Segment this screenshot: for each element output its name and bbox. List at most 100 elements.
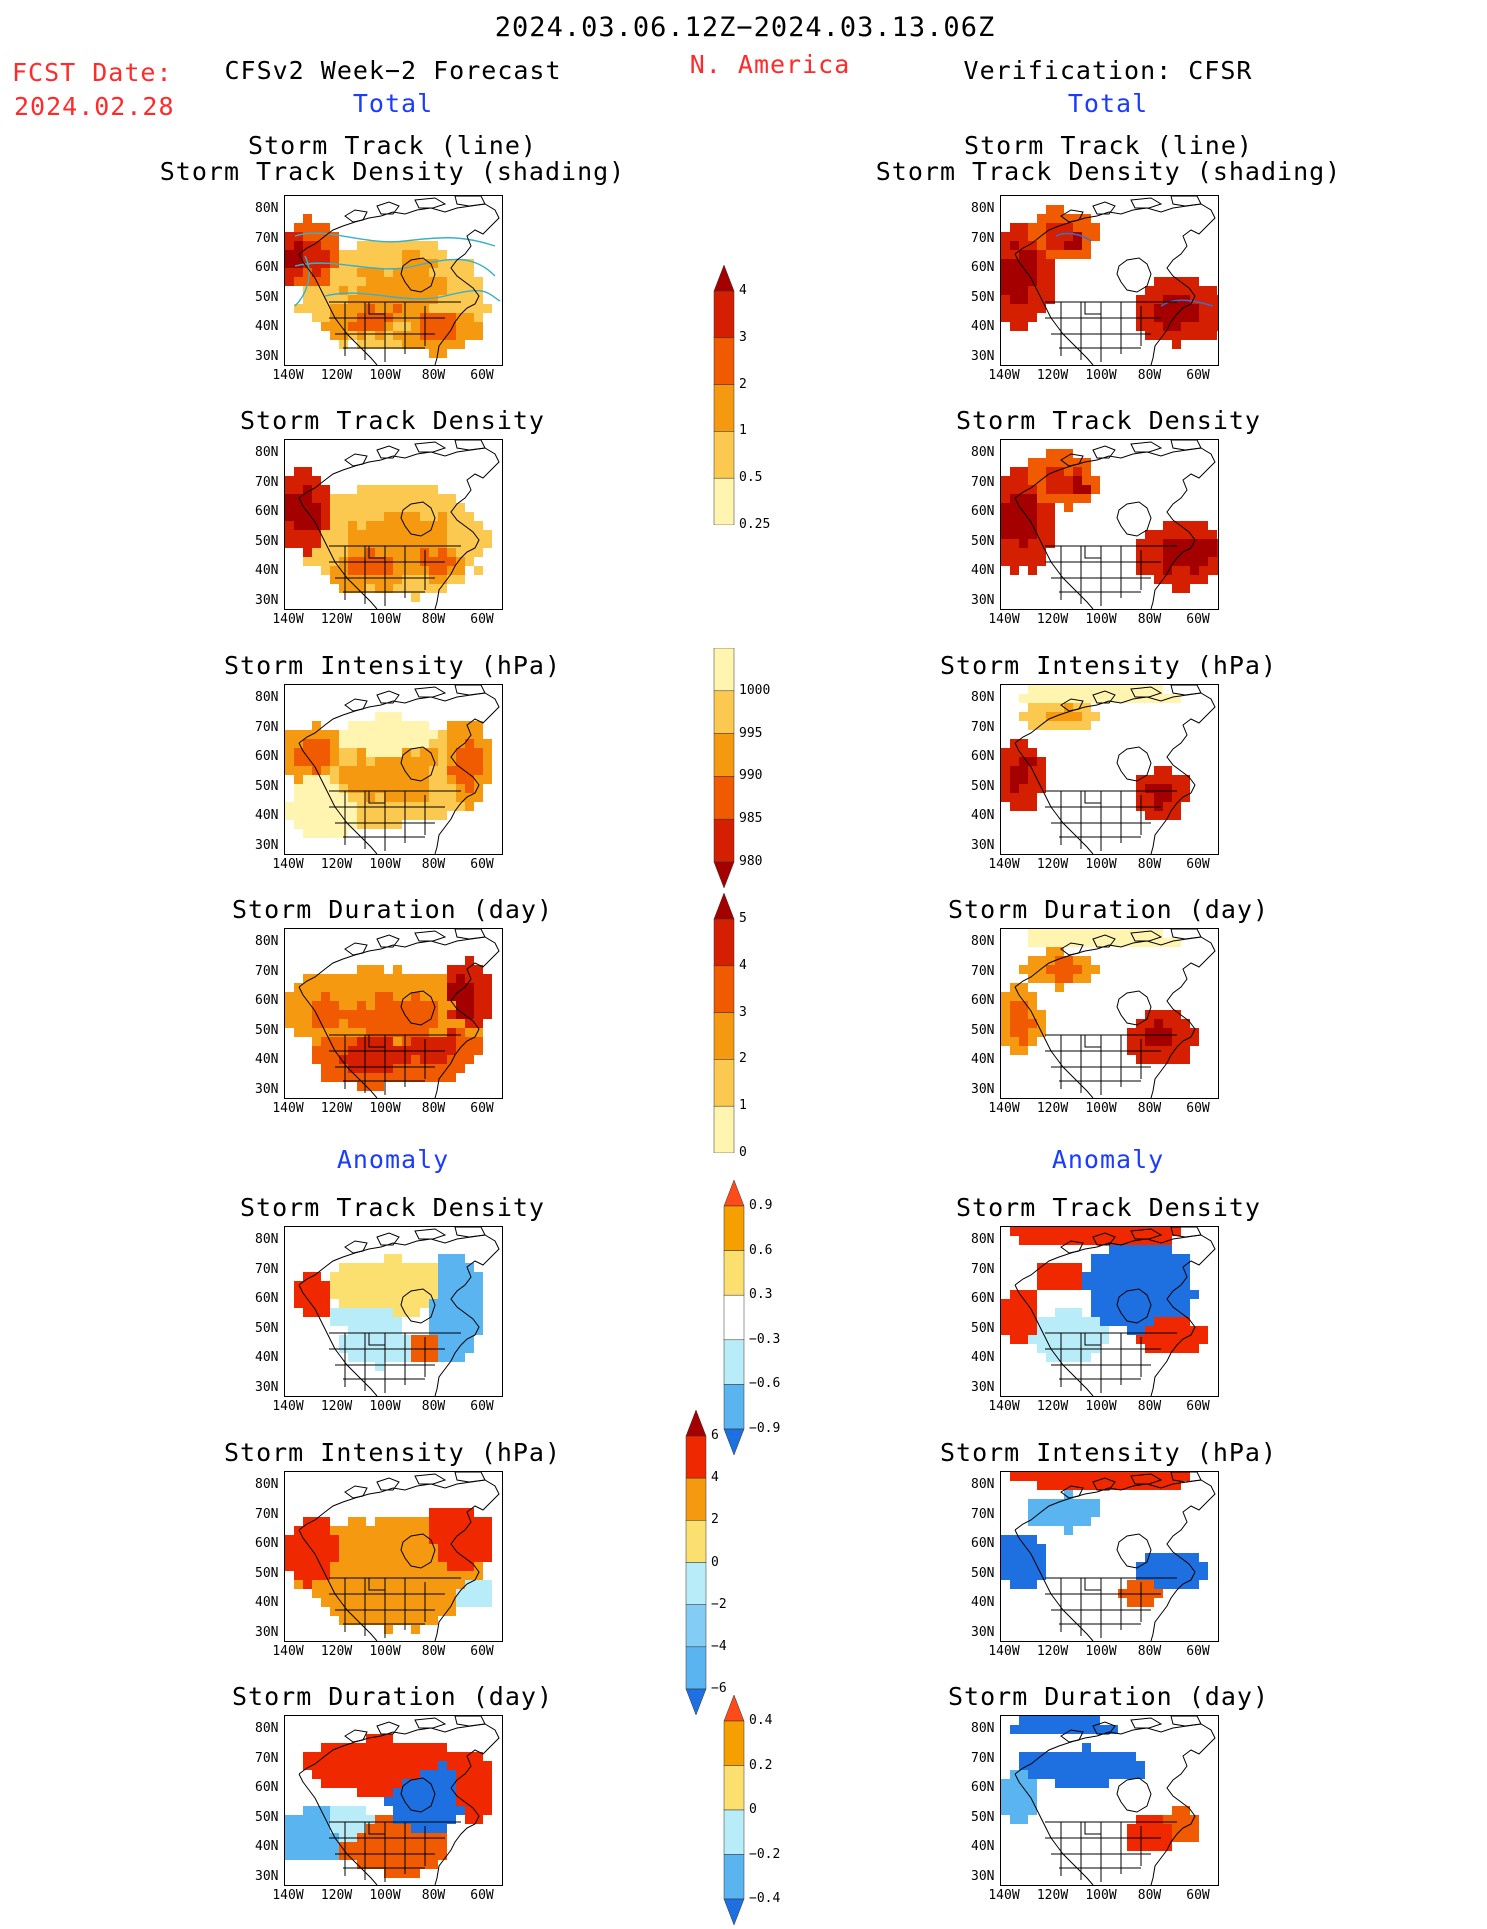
shading-cell [456,1806,465,1815]
shading-cell [1046,1508,1055,1517]
shading-cell [348,1055,357,1064]
shading-cell [1181,331,1190,340]
shading-cell [1109,1481,1118,1490]
shading-cell [465,331,474,340]
shading-cell [420,1761,429,1770]
shading-cell [402,721,411,730]
shading-cell [330,1001,339,1010]
shading-cell [357,1082,366,1091]
shading-cell [375,712,384,721]
shading-cell [348,1598,357,1607]
shading-cell [1154,766,1163,775]
shading-cell [357,748,366,757]
shading-cell [465,313,474,322]
shading-cell [447,1028,456,1037]
shading-cell [447,757,456,766]
shading-cell [357,1553,366,1562]
shading-cell [348,748,357,757]
shading-cell [447,1073,456,1082]
shading-cell [1055,947,1064,956]
lat-label: 80N [255,1721,279,1736]
shading-cell [1172,521,1181,530]
shading-cell [339,530,348,539]
shading-cell [339,766,348,775]
shading-cell [456,304,465,313]
shading-cell [429,748,438,757]
shading-cell [366,331,375,340]
map-a_duration-fcst [284,1715,503,1886]
lon-label: 60W [1186,368,1210,383]
shading-cell [393,1326,402,1335]
shading-cell [393,241,402,250]
map-intensity-verif [1000,684,1219,855]
shading-cell [429,539,438,548]
shading-cell [375,1082,384,1091]
shading-cell [465,557,474,566]
shading-cell [303,521,312,530]
shading-cell [330,793,339,802]
shading-cell [429,775,438,784]
shading-cell [1064,485,1073,494]
map-outline [400,1777,436,1813]
shading-cell [1037,286,1046,295]
shading-cell [1163,313,1172,322]
shading-cell [339,1779,348,1788]
shading-cell [366,1308,375,1317]
shading-cell [411,1607,420,1616]
shading-cell [393,712,402,721]
shading-cell [312,748,321,757]
shading-cell [1082,214,1091,223]
shading-cell [1154,575,1163,584]
shading-cell [321,557,330,566]
shading-cell [1019,259,1028,268]
shading-cell [1145,1272,1154,1281]
map-a_density-verif [1000,1226,1219,1397]
shading-cell [330,575,339,584]
shading-cell [1136,784,1145,793]
colorbar-swatch [713,892,735,920]
shading-cell [1055,494,1064,503]
shading-cell [1163,775,1172,784]
shading-cell [429,1544,438,1553]
shading-cell [1055,467,1064,476]
shading-cell [366,721,375,730]
shading-cell [402,1272,411,1281]
shading-cell [1019,1037,1028,1046]
shading-cell [456,1770,465,1779]
shading-cell [465,766,474,775]
shading-cell [411,548,420,557]
shading-cell [375,548,384,557]
shading-cell [1154,1299,1163,1308]
shading-cell [483,530,492,539]
shading-cell [411,1517,420,1526]
colorbar-label: 0 [739,1145,747,1160]
shading-cell [1037,1508,1046,1517]
shading-cell [1019,286,1028,295]
shading-cell [1064,1326,1073,1335]
shading-cell [1109,1245,1118,1254]
shading-cell [1163,766,1172,775]
shading-cell [366,1263,375,1272]
colorbar-label: 995 [739,725,763,741]
shading-cell [429,1580,438,1589]
shading-cell [1199,548,1208,557]
shading-cell [1082,1761,1091,1770]
shading-cell [303,241,312,250]
right-anomaly-label: Anomaly [1051,1145,1165,1174]
lat-label: 80N [255,201,279,216]
shading-cell [321,268,330,277]
shading-cell [1046,947,1055,956]
shading-cell [375,992,384,1001]
shading-cell [411,521,420,530]
shading-cell [420,974,429,983]
shading-cell [1010,322,1019,331]
shading-cell [1064,1716,1073,1725]
shading-cell [366,1743,375,1752]
shading-cell [447,1544,456,1553]
shading-cell [393,1335,402,1344]
map-shading-intensity-fcst [285,685,500,854]
shading-cell [357,548,366,557]
shading-cell [465,1037,474,1046]
shading-cell [402,241,411,250]
shading-cell [1037,1281,1046,1290]
